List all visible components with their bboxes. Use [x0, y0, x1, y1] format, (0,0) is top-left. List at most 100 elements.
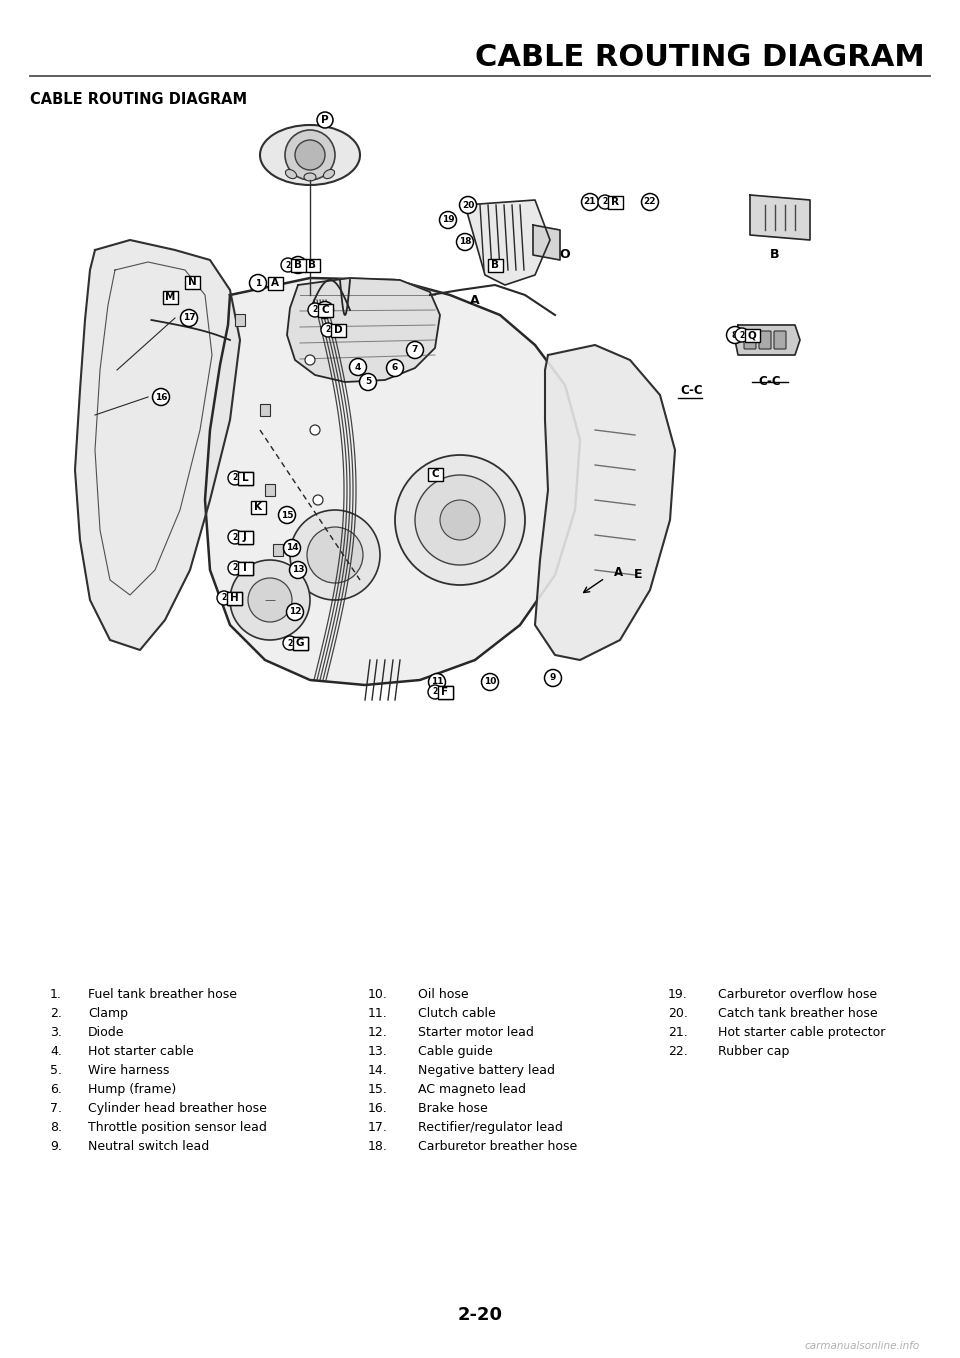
Circle shape — [727, 326, 743, 344]
Text: Brake hose: Brake hose — [418, 1101, 488, 1115]
Text: C-C: C-C — [758, 375, 781, 388]
Text: 18.: 18. — [368, 1139, 388, 1153]
Circle shape — [290, 511, 380, 600]
Text: Q: Q — [748, 330, 756, 340]
FancyBboxPatch shape — [330, 323, 346, 337]
Circle shape — [281, 258, 295, 272]
Circle shape — [228, 471, 242, 485]
Circle shape — [230, 559, 310, 640]
Circle shape — [440, 212, 457, 228]
FancyBboxPatch shape — [227, 592, 242, 604]
Text: Wire harness: Wire harness — [88, 1065, 169, 1077]
Text: 19: 19 — [442, 216, 454, 224]
Text: Negative battery lead: Negative battery lead — [418, 1065, 555, 1077]
Circle shape — [228, 530, 242, 545]
Bar — [273, 545, 283, 555]
Text: CABLE ROUTING DIAGRAM: CABLE ROUTING DIAGRAM — [475, 42, 925, 72]
Circle shape — [735, 329, 749, 342]
Text: 2: 2 — [232, 564, 238, 573]
Text: D: D — [334, 325, 343, 335]
Bar — [235, 314, 245, 326]
Circle shape — [153, 388, 170, 406]
Text: carmanualsonline.info: carmanualsonline.info — [804, 1340, 920, 1351]
Text: 2: 2 — [232, 532, 238, 542]
FancyBboxPatch shape — [759, 331, 771, 349]
Text: 4.: 4. — [50, 1046, 61, 1058]
FancyBboxPatch shape — [293, 637, 307, 649]
Bar — [260, 403, 270, 416]
Bar — [265, 483, 275, 496]
Circle shape — [440, 500, 480, 540]
Circle shape — [290, 561, 306, 579]
FancyBboxPatch shape — [608, 196, 622, 209]
Text: Carburetor breather hose: Carburetor breather hose — [418, 1139, 577, 1153]
Circle shape — [321, 323, 335, 337]
Text: L: L — [242, 473, 249, 483]
Text: 2: 2 — [739, 330, 745, 340]
Text: 21.: 21. — [668, 1027, 687, 1039]
Circle shape — [482, 674, 498, 690]
Circle shape — [317, 111, 333, 128]
Text: H: H — [229, 593, 238, 603]
Circle shape — [313, 496, 323, 505]
FancyBboxPatch shape — [438, 686, 452, 698]
Circle shape — [286, 603, 303, 621]
Text: P: P — [322, 115, 329, 125]
Text: Neutral switch lead: Neutral switch lead — [88, 1139, 209, 1153]
Text: 9.: 9. — [50, 1139, 61, 1153]
Circle shape — [387, 360, 403, 376]
Text: 4: 4 — [355, 363, 361, 372]
FancyBboxPatch shape — [227, 592, 242, 604]
Text: Hot starter cable: Hot starter cable — [88, 1046, 194, 1058]
Text: 2: 2 — [222, 593, 227, 603]
Text: A: A — [613, 565, 623, 579]
Circle shape — [598, 196, 612, 209]
Text: 2: 2 — [287, 638, 293, 648]
Circle shape — [457, 234, 473, 250]
Circle shape — [310, 425, 320, 435]
Text: E: E — [634, 569, 642, 581]
Text: 3.: 3. — [50, 1027, 61, 1039]
Text: B: B — [491, 259, 499, 270]
Circle shape — [395, 455, 525, 585]
Text: Clutch cable: Clutch cable — [418, 1008, 495, 1020]
Text: 6: 6 — [392, 364, 398, 372]
FancyBboxPatch shape — [488, 258, 502, 272]
Text: 20.: 20. — [668, 1008, 688, 1020]
FancyBboxPatch shape — [744, 331, 756, 349]
Text: G: G — [296, 638, 304, 648]
FancyBboxPatch shape — [237, 561, 252, 574]
Text: Rectifier/regulator lead: Rectifier/regulator lead — [418, 1120, 563, 1134]
Circle shape — [217, 591, 231, 606]
FancyBboxPatch shape — [237, 561, 252, 574]
Text: C: C — [322, 306, 329, 315]
Text: Cable guide: Cable guide — [418, 1046, 492, 1058]
Circle shape — [290, 257, 306, 273]
Circle shape — [283, 539, 300, 557]
Text: 18: 18 — [459, 238, 471, 247]
Text: Catch tank breather hose: Catch tank breather hose — [718, 1008, 877, 1020]
FancyBboxPatch shape — [162, 291, 178, 303]
Text: Fuel tank breather hose: Fuel tank breather hose — [88, 989, 237, 1001]
Circle shape — [228, 561, 242, 574]
Text: 5: 5 — [365, 378, 372, 387]
Text: 2-20: 2-20 — [458, 1306, 502, 1324]
Circle shape — [582, 193, 598, 210]
Text: 14: 14 — [286, 543, 299, 553]
Text: 22: 22 — [644, 197, 657, 206]
Text: 5.: 5. — [50, 1065, 62, 1077]
Polygon shape — [735, 325, 800, 354]
Text: Oil hose: Oil hose — [418, 989, 468, 1001]
Text: 2: 2 — [312, 306, 318, 315]
Circle shape — [283, 636, 297, 650]
Text: 9: 9 — [550, 674, 556, 683]
Text: 13: 13 — [292, 565, 304, 574]
Text: 13.: 13. — [368, 1046, 388, 1058]
Text: I: I — [243, 564, 247, 573]
FancyBboxPatch shape — [318, 303, 332, 316]
Text: 14.: 14. — [368, 1065, 388, 1077]
Text: 15.: 15. — [368, 1082, 388, 1096]
Text: Rubber cap: Rubber cap — [718, 1046, 789, 1058]
Text: B: B — [308, 259, 316, 270]
Text: K: K — [254, 502, 262, 512]
